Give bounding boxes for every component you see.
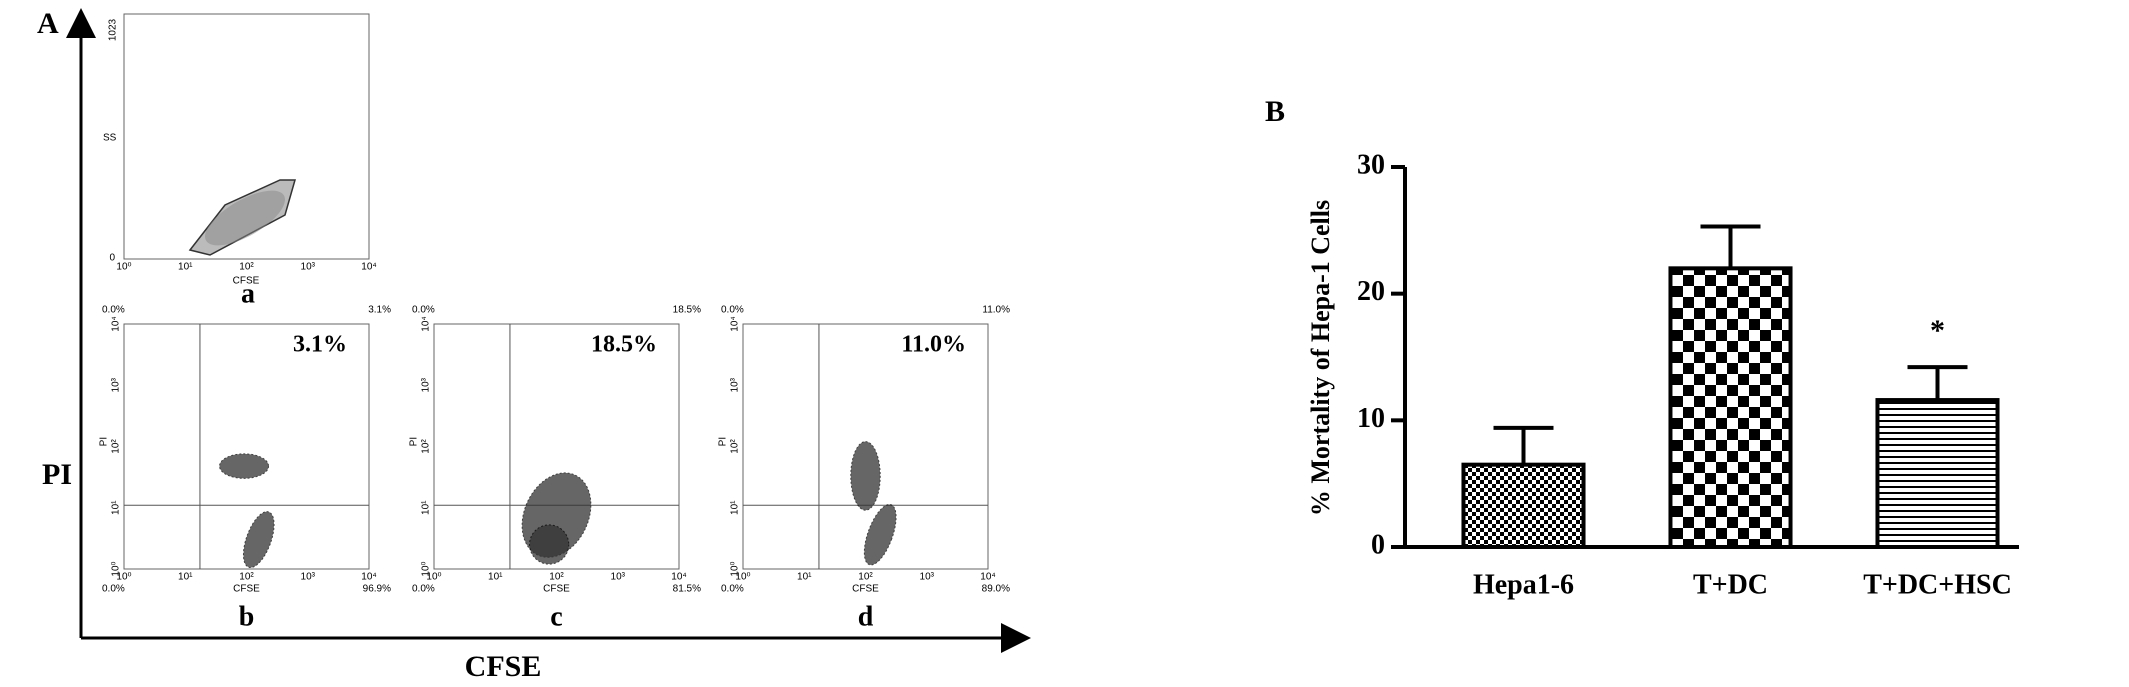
x-tick-label: 10⁴ — [361, 572, 376, 583]
x-tick-label: Hepa1-6 — [1473, 569, 1574, 600]
x-axis-title: CFSE — [543, 584, 570, 595]
quadrant-label: 18.5% — [673, 305, 701, 316]
y-axis-title: PI — [99, 437, 110, 446]
x-tick-label: 10³ — [301, 262, 316, 273]
x-tick-label: 10⁰ — [735, 572, 750, 583]
y-tick-label: 10¹ — [421, 500, 432, 515]
percent-label: 3.1% — [293, 332, 347, 358]
quadrant-label: 3.1% — [368, 305, 391, 316]
quadrant-label: 0.0% — [721, 584, 744, 595]
x-tick-label: 10³ — [301, 572, 316, 583]
bar — [1875, 398, 2000, 550]
quadrant-label: 89.0% — [982, 584, 1010, 595]
y-tick-label: 10 — [1357, 403, 1385, 434]
quadrant-label: 0.0% — [102, 305, 125, 316]
plot-label: d — [858, 601, 874, 632]
panel-label: A — [37, 7, 59, 40]
x-tick-label: 10³ — [611, 572, 626, 583]
y-tick-label: 1023 — [108, 18, 119, 41]
y-axis-title: PI — [409, 437, 420, 446]
y-tick-label: 10⁴ — [730, 316, 741, 331]
y-tick-label: 10² — [421, 439, 432, 454]
x-tick-label: T+DC+HSC — [1863, 569, 2012, 600]
x-tick-label: 10² — [549, 572, 564, 583]
y-tick-label: 10⁰ — [421, 561, 432, 576]
bar — [1461, 462, 1586, 549]
plot-frame — [433, 323, 680, 570]
plot-frame — [742, 323, 989, 570]
y-tick-label: 10⁰ — [730, 561, 741, 576]
x-tick-label: 10² — [239, 262, 254, 273]
x-axis-title: CFSE — [465, 650, 542, 683]
y-tick-label: 30 — [1357, 149, 1385, 180]
plot-frame — [123, 13, 370, 260]
y-tick-label: 10³ — [730, 377, 741, 392]
y-tick-label: 10³ — [111, 377, 122, 392]
quadrant-label: 81.5% — [673, 584, 701, 595]
plot-label: c — [550, 601, 562, 632]
y-tick-label: 10² — [730, 439, 741, 454]
cell-population — [529, 524, 570, 565]
y-tick-label: 10⁴ — [111, 316, 122, 331]
annotation: * — [1930, 314, 1945, 347]
x-tick-label: 10⁴ — [671, 572, 686, 583]
plot-frame — [123, 323, 370, 570]
y-tick-label: 20 — [1357, 276, 1385, 307]
cell-population — [205, 190, 285, 246]
x-tick-label: 10¹ — [797, 572, 812, 583]
cell-population — [850, 441, 881, 511]
x-axis-title: CFSE — [852, 584, 879, 595]
x-tick-label: 10⁰ — [116, 262, 131, 273]
x-tick-label: 10¹ — [488, 572, 503, 583]
x-tick-label: 10⁰ — [426, 572, 441, 583]
y-tick-label: 10⁴ — [421, 316, 432, 331]
y-axis-title: PI — [42, 458, 72, 491]
cell-population — [242, 511, 275, 569]
x-tick-label: 10⁴ — [980, 572, 995, 583]
x-tick-label: 10³ — [920, 572, 935, 583]
y-axis-title: SS — [103, 133, 117, 144]
y-tick-label: 10² — [111, 439, 122, 454]
y-tick-label: 0 — [109, 253, 115, 264]
cell-population — [219, 453, 270, 479]
y-axis-title: PI — [718, 437, 729, 446]
x-tick-label: 10² — [858, 572, 873, 583]
quadrant-label: 11.0% — [982, 305, 1010, 316]
panel-label: B — [1265, 95, 1285, 128]
quadrant-label: 0.0% — [721, 305, 744, 316]
x-axis-title: CFSE — [233, 584, 260, 595]
quadrant-label: 0.0% — [412, 305, 435, 316]
x-tick-label: 10¹ — [178, 572, 193, 583]
plot-label: b — [239, 601, 255, 632]
percent-label: 18.5% — [591, 332, 657, 358]
y-tick-label: 10¹ — [111, 500, 122, 515]
bar — [1668, 266, 1793, 549]
y-tick-label: 10³ — [421, 377, 432, 392]
x-tick-label: 10¹ — [178, 262, 193, 273]
x-tick-label: T+DC — [1693, 569, 1768, 600]
plot-label: a — [241, 278, 255, 309]
x-axis-title: CFSE — [233, 276, 260, 287]
cell-population — [863, 503, 897, 566]
y-tick-label: 0 — [1371, 529, 1385, 560]
percent-label: 11.0% — [901, 332, 966, 358]
y-tick-label: 10¹ — [730, 500, 741, 515]
quadrant-label: 0.0% — [102, 584, 125, 595]
quadrant-label: 0.0% — [412, 584, 435, 595]
quadrant-label: 96.9% — [363, 584, 391, 595]
y-tick-label: 10⁰ — [111, 561, 122, 576]
x-tick-label: 10⁴ — [361, 262, 376, 273]
x-tick-label: 10⁰ — [116, 572, 131, 583]
y-axis-title: % Mortality of Hepa-1 Cells — [1306, 200, 1335, 516]
x-tick-label: 10² — [239, 572, 254, 583]
